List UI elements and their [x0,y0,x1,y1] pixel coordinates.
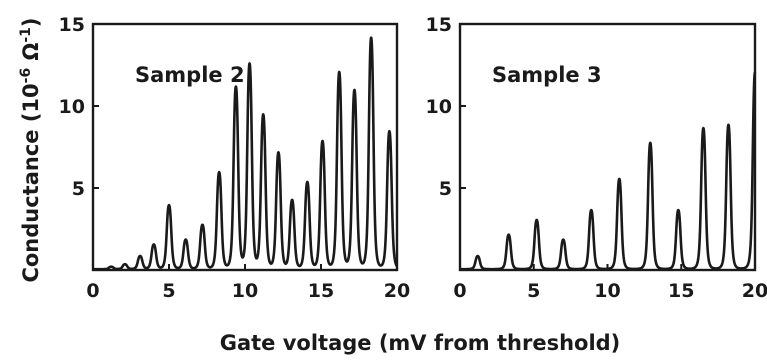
panel-label: Sample 2 [135,63,245,87]
x-tick-label: 10 [232,280,258,302]
x-tick-label: 5 [162,280,175,302]
panel-sample-2: 0 5 10 15 20 5 10 15 Sample 2 [59,14,411,302]
x-tick-label: 0 [453,280,466,302]
x-tick-label: 20 [384,280,410,302]
x-tick-label: 15 [308,280,334,302]
x-tick-label: 15 [668,280,694,302]
conductance-trace [458,71,757,271]
x-tick-label: 5 [527,280,540,302]
y-tick-label: 10 [59,96,85,118]
y-tick-label: 5 [439,178,452,200]
y-tick-label: 10 [426,96,452,118]
x-tick-label: 10 [594,280,620,302]
y-tick-label: 5 [72,178,85,200]
x-tick-label: 20 [742,280,767,302]
panel-sample-3: 0 5 10 15 20 5 10 15 Sample 3 [426,14,767,302]
conductance-trace [91,36,399,271]
x-tick-label: 0 [86,280,99,302]
y-tick-label: 15 [426,14,452,36]
y-tick-label: 15 [59,14,85,36]
y-axis-title: Conductance (10-6 Ω-1) [18,17,43,282]
plot-frame [458,22,757,272]
x-axis-title: Gate voltage (mV from threshold) [220,331,621,355]
panel-label: Sample 3 [492,63,602,87]
